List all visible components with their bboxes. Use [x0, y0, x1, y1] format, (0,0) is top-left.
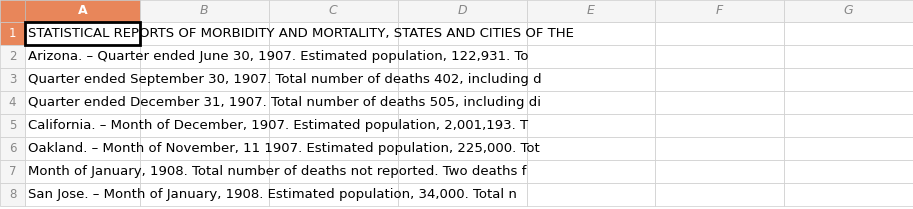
Text: Quarter ended September 30, 1907. Total number of deaths 402, including d: Quarter ended September 30, 1907. Total … [28, 73, 541, 86]
Text: E: E [587, 5, 595, 18]
Text: Quarter ended December 31, 1907. Total number of deaths 505, including di: Quarter ended December 31, 1907. Total n… [28, 96, 541, 109]
Bar [398, 68, 527, 91]
Text: Oakland. – Month of November, 11 1907. Estimated population, 225,000. Tot: Oakland. – Month of November, 11 1907. E… [28, 142, 540, 155]
Bar [268, 114, 398, 137]
Bar [784, 160, 913, 183]
Text: 1: 1 [9, 27, 16, 40]
Bar [268, 68, 398, 91]
Bar [25, 91, 140, 114]
Bar [140, 68, 268, 91]
Bar [0, 22, 25, 45]
Bar [25, 22, 140, 45]
Bar [398, 160, 527, 183]
Bar [656, 160, 784, 183]
Text: G: G [844, 5, 854, 18]
Bar [784, 22, 913, 45]
Text: C: C [329, 5, 338, 18]
Text: 7: 7 [9, 165, 16, 178]
Bar [268, 160, 398, 183]
Text: California. – Month of December, 1907. Estimated population, 2,001,193. T: California. – Month of December, 1907. E… [28, 119, 528, 132]
Bar [398, 45, 527, 68]
Bar [784, 183, 913, 206]
Text: D: D [457, 5, 467, 18]
Bar [784, 45, 913, 68]
Text: A: A [78, 5, 88, 18]
Bar [527, 114, 656, 137]
Bar [140, 160, 268, 183]
Bar [140, 45, 268, 68]
Text: Month of January, 1908. Total number of deaths not reported. Two deaths f: Month of January, 1908. Total number of … [28, 165, 527, 178]
Bar [527, 68, 656, 91]
Bar [268, 0, 398, 22]
Text: F: F [716, 5, 723, 18]
Bar [784, 68, 913, 91]
Bar [268, 22, 398, 45]
Bar [398, 91, 527, 114]
Bar [656, 45, 784, 68]
Bar [656, 0, 784, 22]
Bar [140, 137, 268, 160]
Bar [784, 0, 913, 22]
Bar [656, 183, 784, 206]
Bar [140, 183, 268, 206]
Bar [0, 0, 25, 22]
Bar [25, 45, 140, 68]
Bar [656, 137, 784, 160]
Bar [0, 137, 25, 160]
Text: 3: 3 [9, 73, 16, 86]
Bar [268, 137, 398, 160]
Bar [268, 183, 398, 206]
Bar [140, 114, 268, 137]
Bar [656, 22, 784, 45]
Bar [25, 137, 140, 160]
Text: 6: 6 [9, 142, 16, 155]
Text: San Jose. – Month of January, 1908. Estimated population, 34,000. Total n: San Jose. – Month of January, 1908. Esti… [28, 188, 517, 201]
Bar [140, 91, 268, 114]
Bar [25, 160, 140, 183]
Bar [398, 137, 527, 160]
Bar [527, 137, 656, 160]
Bar [0, 91, 25, 114]
Bar [527, 91, 656, 114]
Bar [784, 114, 913, 137]
Text: B: B [200, 5, 209, 18]
Bar [0, 45, 25, 68]
Bar [398, 183, 527, 206]
Bar [25, 183, 140, 206]
Bar [527, 45, 656, 68]
Bar [398, 0, 527, 22]
Bar [784, 137, 913, 160]
Bar [527, 160, 656, 183]
Text: 5: 5 [9, 119, 16, 132]
Bar [25, 114, 140, 137]
Bar [656, 114, 784, 137]
Bar [527, 183, 656, 206]
Bar [656, 91, 784, 114]
Bar [0, 114, 25, 137]
Bar [398, 114, 527, 137]
Text: 4: 4 [9, 96, 16, 109]
Bar [656, 68, 784, 91]
Bar [268, 45, 398, 68]
Bar [0, 160, 25, 183]
Bar [25, 22, 140, 45]
Text: Arizona. – Quarter ended June 30, 1907. Estimated population, 122,931. To: Arizona. – Quarter ended June 30, 1907. … [28, 50, 529, 63]
Bar [268, 91, 398, 114]
Bar [140, 0, 268, 22]
Bar [25, 68, 140, 91]
Bar [784, 91, 913, 114]
Bar [140, 22, 268, 45]
Bar [0, 68, 25, 91]
Text: STATISTICAL REPORTS OF MORBIDITY AND MORTALITY, STATES AND CITIES OF THE: STATISTICAL REPORTS OF MORBIDITY AND MOR… [28, 27, 574, 40]
Bar [25, 0, 140, 22]
Bar [398, 22, 527, 45]
Bar [0, 183, 25, 206]
Text: 8: 8 [9, 188, 16, 201]
Bar [527, 22, 656, 45]
Bar [527, 0, 656, 22]
Text: 2: 2 [9, 50, 16, 63]
